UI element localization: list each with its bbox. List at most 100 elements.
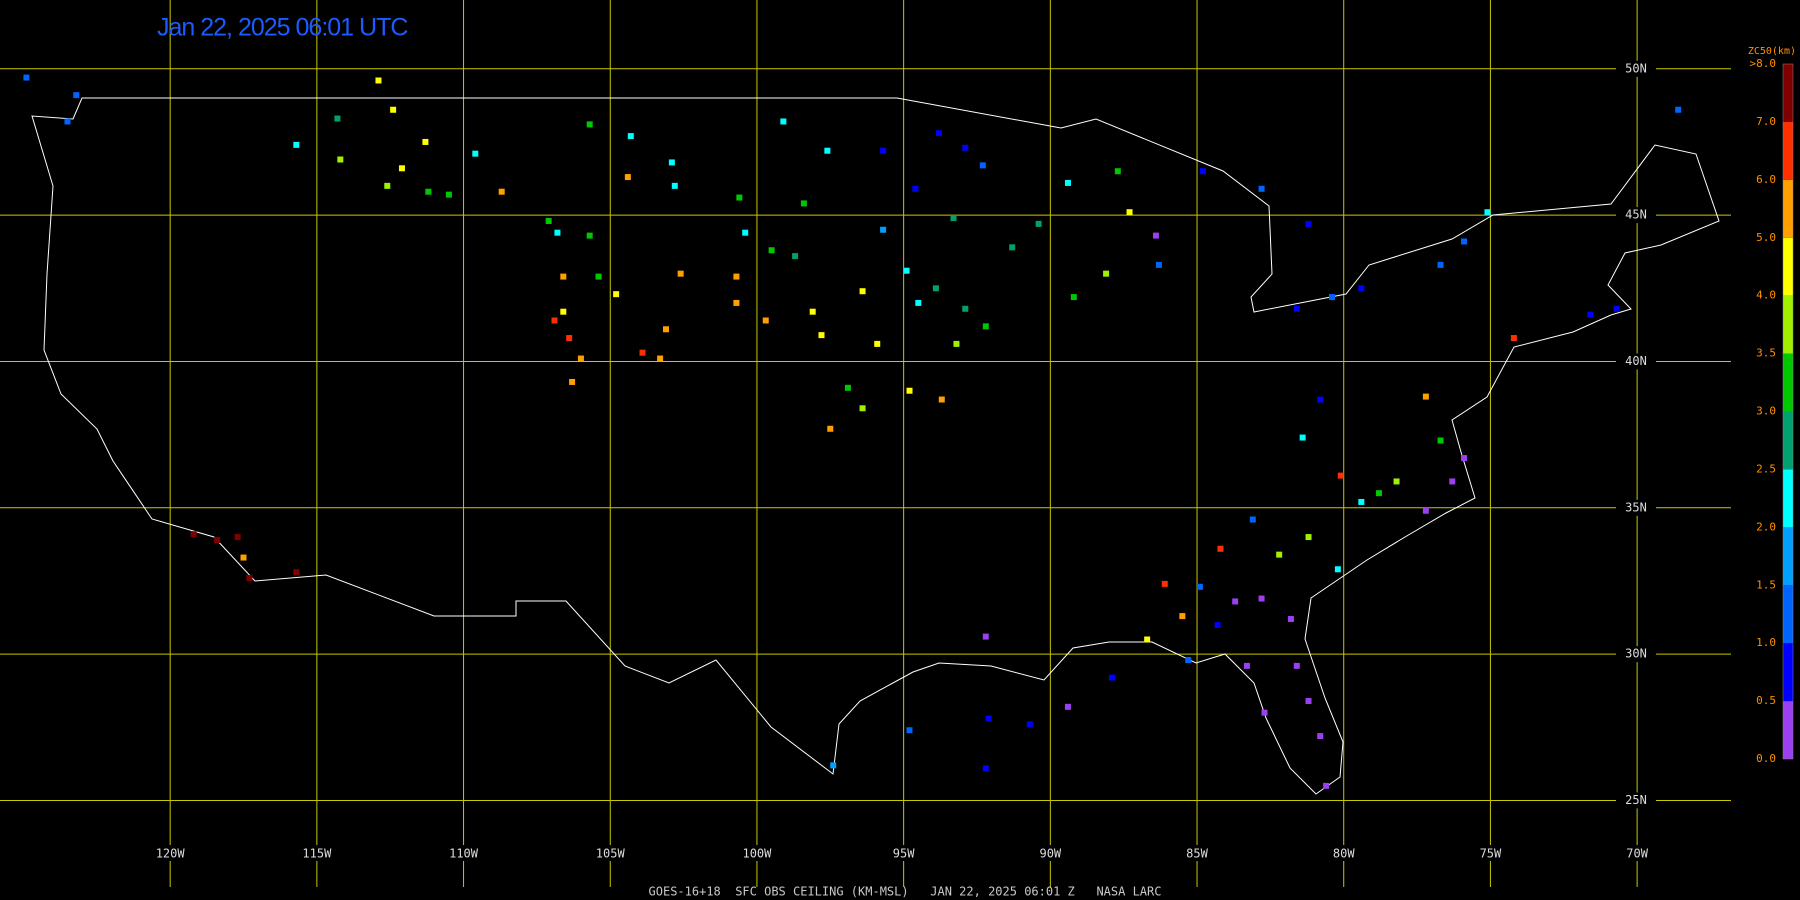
station <box>1155 261 1162 268</box>
station <box>827 425 834 432</box>
station <box>1126 209 1133 216</box>
colorbar-segment <box>1783 701 1793 759</box>
colorbar-label: >8.0 <box>1750 57 1777 70</box>
station <box>1613 305 1620 312</box>
station <box>1323 782 1330 789</box>
colorbar-label: 3.5 <box>1756 347 1776 360</box>
station <box>445 191 452 198</box>
station <box>762 317 769 324</box>
label-backdrop <box>1616 792 1656 809</box>
label-backdrop <box>881 845 926 861</box>
label-backdrop <box>734 845 779 861</box>
station <box>979 162 986 169</box>
station <box>1305 697 1312 704</box>
latitude-label: 35N <box>1625 500 1647 514</box>
station <box>498 188 505 195</box>
latitude-label: 50N <box>1625 61 1647 75</box>
station <box>1199 168 1206 175</box>
station <box>932 285 939 292</box>
station <box>880 147 887 154</box>
station <box>551 317 558 324</box>
station <box>953 340 960 347</box>
colorbar-segment <box>1783 64 1793 122</box>
label-backdrop <box>1616 207 1656 224</box>
station <box>962 144 969 151</box>
footer: GOES-16+18 SFC OBS CEILING (KM-MSL) JAN … <box>649 885 1162 899</box>
colorbar-label: 1.0 <box>1756 636 1776 649</box>
station <box>792 253 799 260</box>
station <box>64 118 71 125</box>
stations <box>23 74 1682 789</box>
label-backdrop <box>1175 845 1220 861</box>
station <box>874 340 881 347</box>
label-backdrop <box>1616 60 1656 77</box>
station <box>1358 285 1365 292</box>
station <box>830 762 837 769</box>
station <box>912 185 919 192</box>
station <box>214 537 221 543</box>
station <box>903 267 910 274</box>
colorbar-segment <box>1783 469 1793 528</box>
station <box>545 217 552 224</box>
colorbar-frame <box>1782 63 1794 760</box>
station <box>384 182 391 189</box>
station <box>554 229 561 236</box>
colorbar-segment <box>1783 295 1793 354</box>
station <box>1064 179 1071 186</box>
station <box>662 326 669 333</box>
station <box>1317 733 1324 740</box>
station <box>1035 220 1042 227</box>
station <box>733 299 740 306</box>
station <box>560 273 567 280</box>
station <box>677 270 684 277</box>
station <box>1196 583 1203 590</box>
station <box>1249 516 1256 523</box>
colorbar-segment <box>1783 643 1793 702</box>
station <box>613 291 620 298</box>
colorbar-title: ZC50(km) <box>1748 46 1796 57</box>
station <box>1152 232 1159 239</box>
colorbar-label: 2.5 <box>1756 462 1776 475</box>
station <box>586 232 593 239</box>
station <box>1026 721 1033 728</box>
station <box>1161 580 1168 587</box>
station <box>1179 613 1186 620</box>
label-backdrop <box>1616 499 1656 516</box>
label-backdrop <box>1028 845 1073 861</box>
station <box>569 378 576 385</box>
station <box>736 194 743 201</box>
station <box>982 633 989 640</box>
us-outline <box>31 97 1720 795</box>
station <box>818 332 825 339</box>
station <box>1422 393 1429 400</box>
station <box>1009 244 1016 251</box>
station <box>334 115 341 122</box>
longitude-label: 105W <box>596 847 626 861</box>
station <box>23 74 30 81</box>
station <box>190 531 197 538</box>
latitude-label: 25N <box>1625 793 1647 807</box>
label-backdrop <box>588 845 633 861</box>
longitude-label: 115W <box>302 847 332 861</box>
station <box>1484 209 1491 216</box>
colorbar-segment <box>1783 585 1793 644</box>
longitude-label: 80W <box>1333 847 1355 861</box>
station <box>639 349 646 356</box>
station <box>1261 709 1268 716</box>
station <box>1064 703 1071 710</box>
station <box>234 534 241 541</box>
station <box>742 229 749 236</box>
station <box>1422 507 1429 514</box>
station <box>1299 434 1306 441</box>
station <box>859 288 866 295</box>
station <box>1305 220 1312 227</box>
colorbar-segment <box>1783 353 1793 412</box>
station <box>425 188 432 195</box>
label-backdrop <box>1616 353 1656 370</box>
axis-labels: 120W 115W 110W 105W 100W 95W 90W 85W 80W 75W 70W 50… <box>148 60 1660 861</box>
graticule <box>0 0 1731 887</box>
station <box>1461 238 1468 245</box>
station <box>1437 437 1444 444</box>
colorbar-label: 6.0 <box>1756 173 1776 186</box>
